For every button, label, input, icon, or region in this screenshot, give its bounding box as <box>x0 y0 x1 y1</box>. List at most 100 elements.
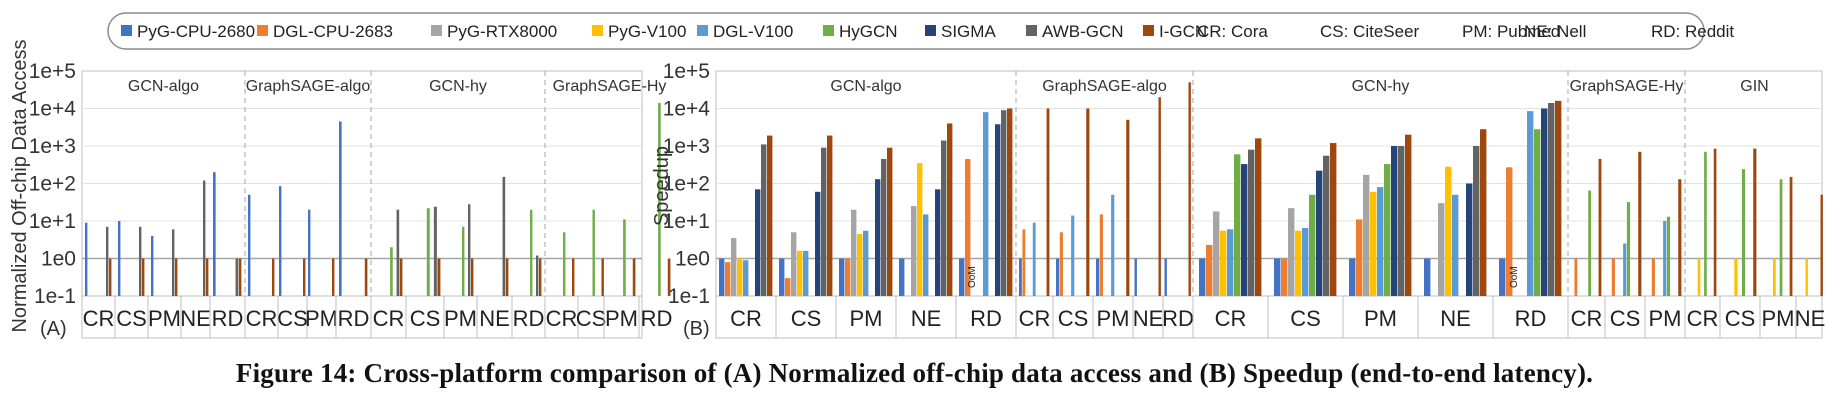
bar: GCN-algo CS DGL-CPU-2683: 0.3 <box>785 278 791 296</box>
bar: GraphSAGE-algo PM I-GCN: 1 <box>332 258 335 296</box>
bar: GraphSAGE-Hy PM HyGCN: 11 <box>623 219 626 296</box>
bar: GraphSAGE-algo PM DGL-CPU-2683: 15 <box>1099 214 1103 296</box>
bar: GraphSAGE-algo CR I-GCN: 10000 <box>1046 108 1050 296</box>
bar: GCN-hy NE PyG-V100: 280 <box>1445 166 1452 296</box>
oom-annotation: OoM <box>967 266 978 288</box>
bar: GIN PM PyG-V100: 1 <box>1773 258 1776 296</box>
bar: GraphSAGE-Hy PM DGL-V100: 10 <box>1663 221 1667 296</box>
x-tick-label: RD <box>212 306 244 331</box>
bar: GCN-algo CR SIGMA: 70 <box>755 189 761 296</box>
bar: GCN-hy CS HyGCN: 22 <box>426 208 430 296</box>
bar: GCN-algo RD I-GCN: 1 <box>238 258 242 296</box>
x-tick-label: CR <box>1571 306 1603 331</box>
legend-dataset-key: RD: Reddit <box>1651 22 1734 41</box>
x-tick-label: RD <box>970 306 1002 331</box>
bar: GCN-hy CR DGL-CPU-2683: 2.3 <box>1206 244 1213 296</box>
bar: GCN-hy NE DGL-V100: 50 <box>1452 194 1459 296</box>
bar: GCN-algo PM PyG-CPU-2680: 4 <box>151 235 154 296</box>
bar: GIN CR I-GCN: 850 <box>1713 148 1717 296</box>
x-tick-label: RD <box>1515 306 1547 331</box>
x-tick-label: PM <box>1364 306 1397 331</box>
bar: GIN CR HyGCN: 700 <box>1704 151 1707 296</box>
x-tick-label: CR <box>246 306 278 331</box>
y-tick-label: 1e+5 <box>29 60 76 83</box>
bar: GCN-hy PM I-GCN: 1 <box>471 258 474 296</box>
x-tick-label: CR <box>373 306 405 331</box>
bar: GCN-hy PM AWB-GCN: 28 <box>468 204 471 296</box>
y-tick-label: 1e+3 <box>663 135 710 158</box>
bar: GCN-algo CS I-GCN: 1 <box>142 258 145 296</box>
y-tick-label: 1e+3 <box>29 135 76 158</box>
legend-label: DGL-V100 <box>713 22 793 41</box>
bar: GCN-hy PM DGL-CPU-2683: 11 <box>1356 219 1363 296</box>
legend-swatch <box>257 25 268 36</box>
bar: GraphSAGE-Hy CR HyGCN: 65 <box>1588 190 1592 296</box>
bar: GCN-algo CS PyG-V100: 1.6 <box>797 250 803 296</box>
bar: GCN-hy CS SIGMA: 220 <box>1316 170 1323 296</box>
bar: GCN-algo NE AWB-GCN: 120 <box>203 180 206 296</box>
legend-label: I-GCN <box>1159 22 1207 41</box>
bar: GraphSAGE-algo NE I-GCN: 20000 <box>1158 97 1161 297</box>
bar: GCN-algo CS PyG-CPU-2680: 10 <box>118 221 121 296</box>
group-title: GraphSAGE-Hy <box>553 78 667 95</box>
bar: GraphSAGE-Hy PM I-GCN: 1 <box>632 258 636 296</box>
y-tick-label: 1e+2 <box>663 173 710 196</box>
bar: GraphSAGE-Hy PM HyGCN: 13 <box>1666 216 1671 296</box>
bar: GCN-algo CR PyG-V100: 1 <box>737 258 743 296</box>
x-tick-label: CS <box>791 306 822 331</box>
bar: GraphSAGE-Hy CS I-GCN: 700 <box>1638 151 1642 296</box>
bar: GCN-algo NE AWB-GCN: 1400 <box>941 140 947 296</box>
x-tick-label: CS <box>410 306 441 331</box>
bar: GCN-hy RD SIGMA: 10000 <box>1541 108 1548 296</box>
x-tick-label: CS <box>1058 306 1089 331</box>
bar: GCN-algo RD SIGMA: 3800 <box>995 124 1001 296</box>
bar: GCN-algo PM I-GCN: 900 <box>887 147 893 296</box>
legend-dataset-key: CR: Cora <box>1197 22 1268 41</box>
bar: GCN-hy RD I-GCN: 16000 <box>1555 100 1562 297</box>
bar: GCN-hy PM PyG-RTX8000: 170 <box>1363 174 1370 296</box>
legend-dataset-key: NE: Nell <box>1524 22 1586 41</box>
group-title: GCN-algo <box>128 78 199 95</box>
panel-label: (B) <box>683 318 710 340</box>
x-tick-label: NE <box>1795 306 1826 331</box>
bar: GCN-algo CR PyG-RTX8000: 3.5 <box>731 238 737 296</box>
bar: GCN-algo CR I-GCN: 1900 <box>767 135 773 296</box>
panel-b-chart: 1e-1 1e0 1e+1 1e+2 1e+3 1e+4 1e+5 Speedup (B) GCN… <box>651 60 1825 340</box>
bar: GCN-hy RD I-GCN: 1 <box>539 258 542 296</box>
bar: GCN-hy CR I-GCN: 1600 <box>1255 138 1262 296</box>
y-tick-label: 1e+1 <box>29 210 76 233</box>
bar: GraphSAGE-algo RD I-GCN: 50000 <box>1188 82 1191 296</box>
bar: GraphSAGE-algo PM PyG-CPU-2680: 1 <box>1096 258 1100 296</box>
bar: GCN-hy PM PyG-CPU-2680: 1 <box>1349 258 1356 296</box>
bar: GCN-hy CR HyGCN: 2 <box>390 247 393 296</box>
y-tick-label: 1e-1 <box>34 285 76 308</box>
bar: GCN-algo NE DGL-V100: 15 <box>923 214 929 296</box>
bar: GCN-hy RD PyG-CPU-2680: 1 <box>1499 258 1506 296</box>
bar: GCN-hy RD HyGCN: 20 <box>530 209 533 296</box>
bar: GraphSAGE-algo CS DGL-V100: 14 <box>1071 215 1075 296</box>
legend-swatch <box>925 25 936 36</box>
group-title: GCN-algo <box>830 78 901 95</box>
bar: GCN-algo CS SIGMA: 60 <box>815 191 821 296</box>
bar: GraphSAGE-algo RD PyG-CPU-2680: 1 <box>1164 258 1167 296</box>
bar: GCN-hy PM DGL-V100: 80 <box>1377 187 1384 296</box>
bar: GraphSAGE-algo CS PyG-CPU-2680: 1 <box>1056 258 1060 296</box>
bar: GraphSAGE-Hy CS HyGCN: 20 <box>592 209 595 296</box>
bar: GCN-hy NE AWB-GCN: 150 <box>502 176 506 296</box>
legend-label: PyG-RTX8000 <box>447 22 557 41</box>
x-tick-label: CS <box>576 306 607 331</box>
group-title: GraphSAGE-algo <box>246 78 371 95</box>
bar: GCN-algo PM AWB-GCN: 450 <box>881 159 887 296</box>
legend-swatch <box>592 25 603 36</box>
bar: GraphSAGE-algo CR DGL-V100: 9 <box>1032 222 1036 296</box>
bar: GIN NE PyG-V100: 1 <box>1805 258 1808 296</box>
bar: GraphSAGE-algo CS DGL-CPU-2683: 5 <box>1059 232 1063 296</box>
bar: GraphSAGE-Hy CS I-GCN: 1 <box>601 258 604 296</box>
legend-swatch <box>697 25 708 36</box>
bar: GCN-algo CS AWB-GCN: 7 <box>139 226 142 296</box>
bar: GCN-hy CS I-GCN: 1200 <box>1330 143 1337 296</box>
bar: GCN-algo PM I-GCN: 1 <box>175 258 178 296</box>
bar: GCN-algo CS AWB-GCN: 900 <box>821 147 827 296</box>
bar: GCN-algo RD PyG-CPU-2680: 200 <box>213 172 216 296</box>
